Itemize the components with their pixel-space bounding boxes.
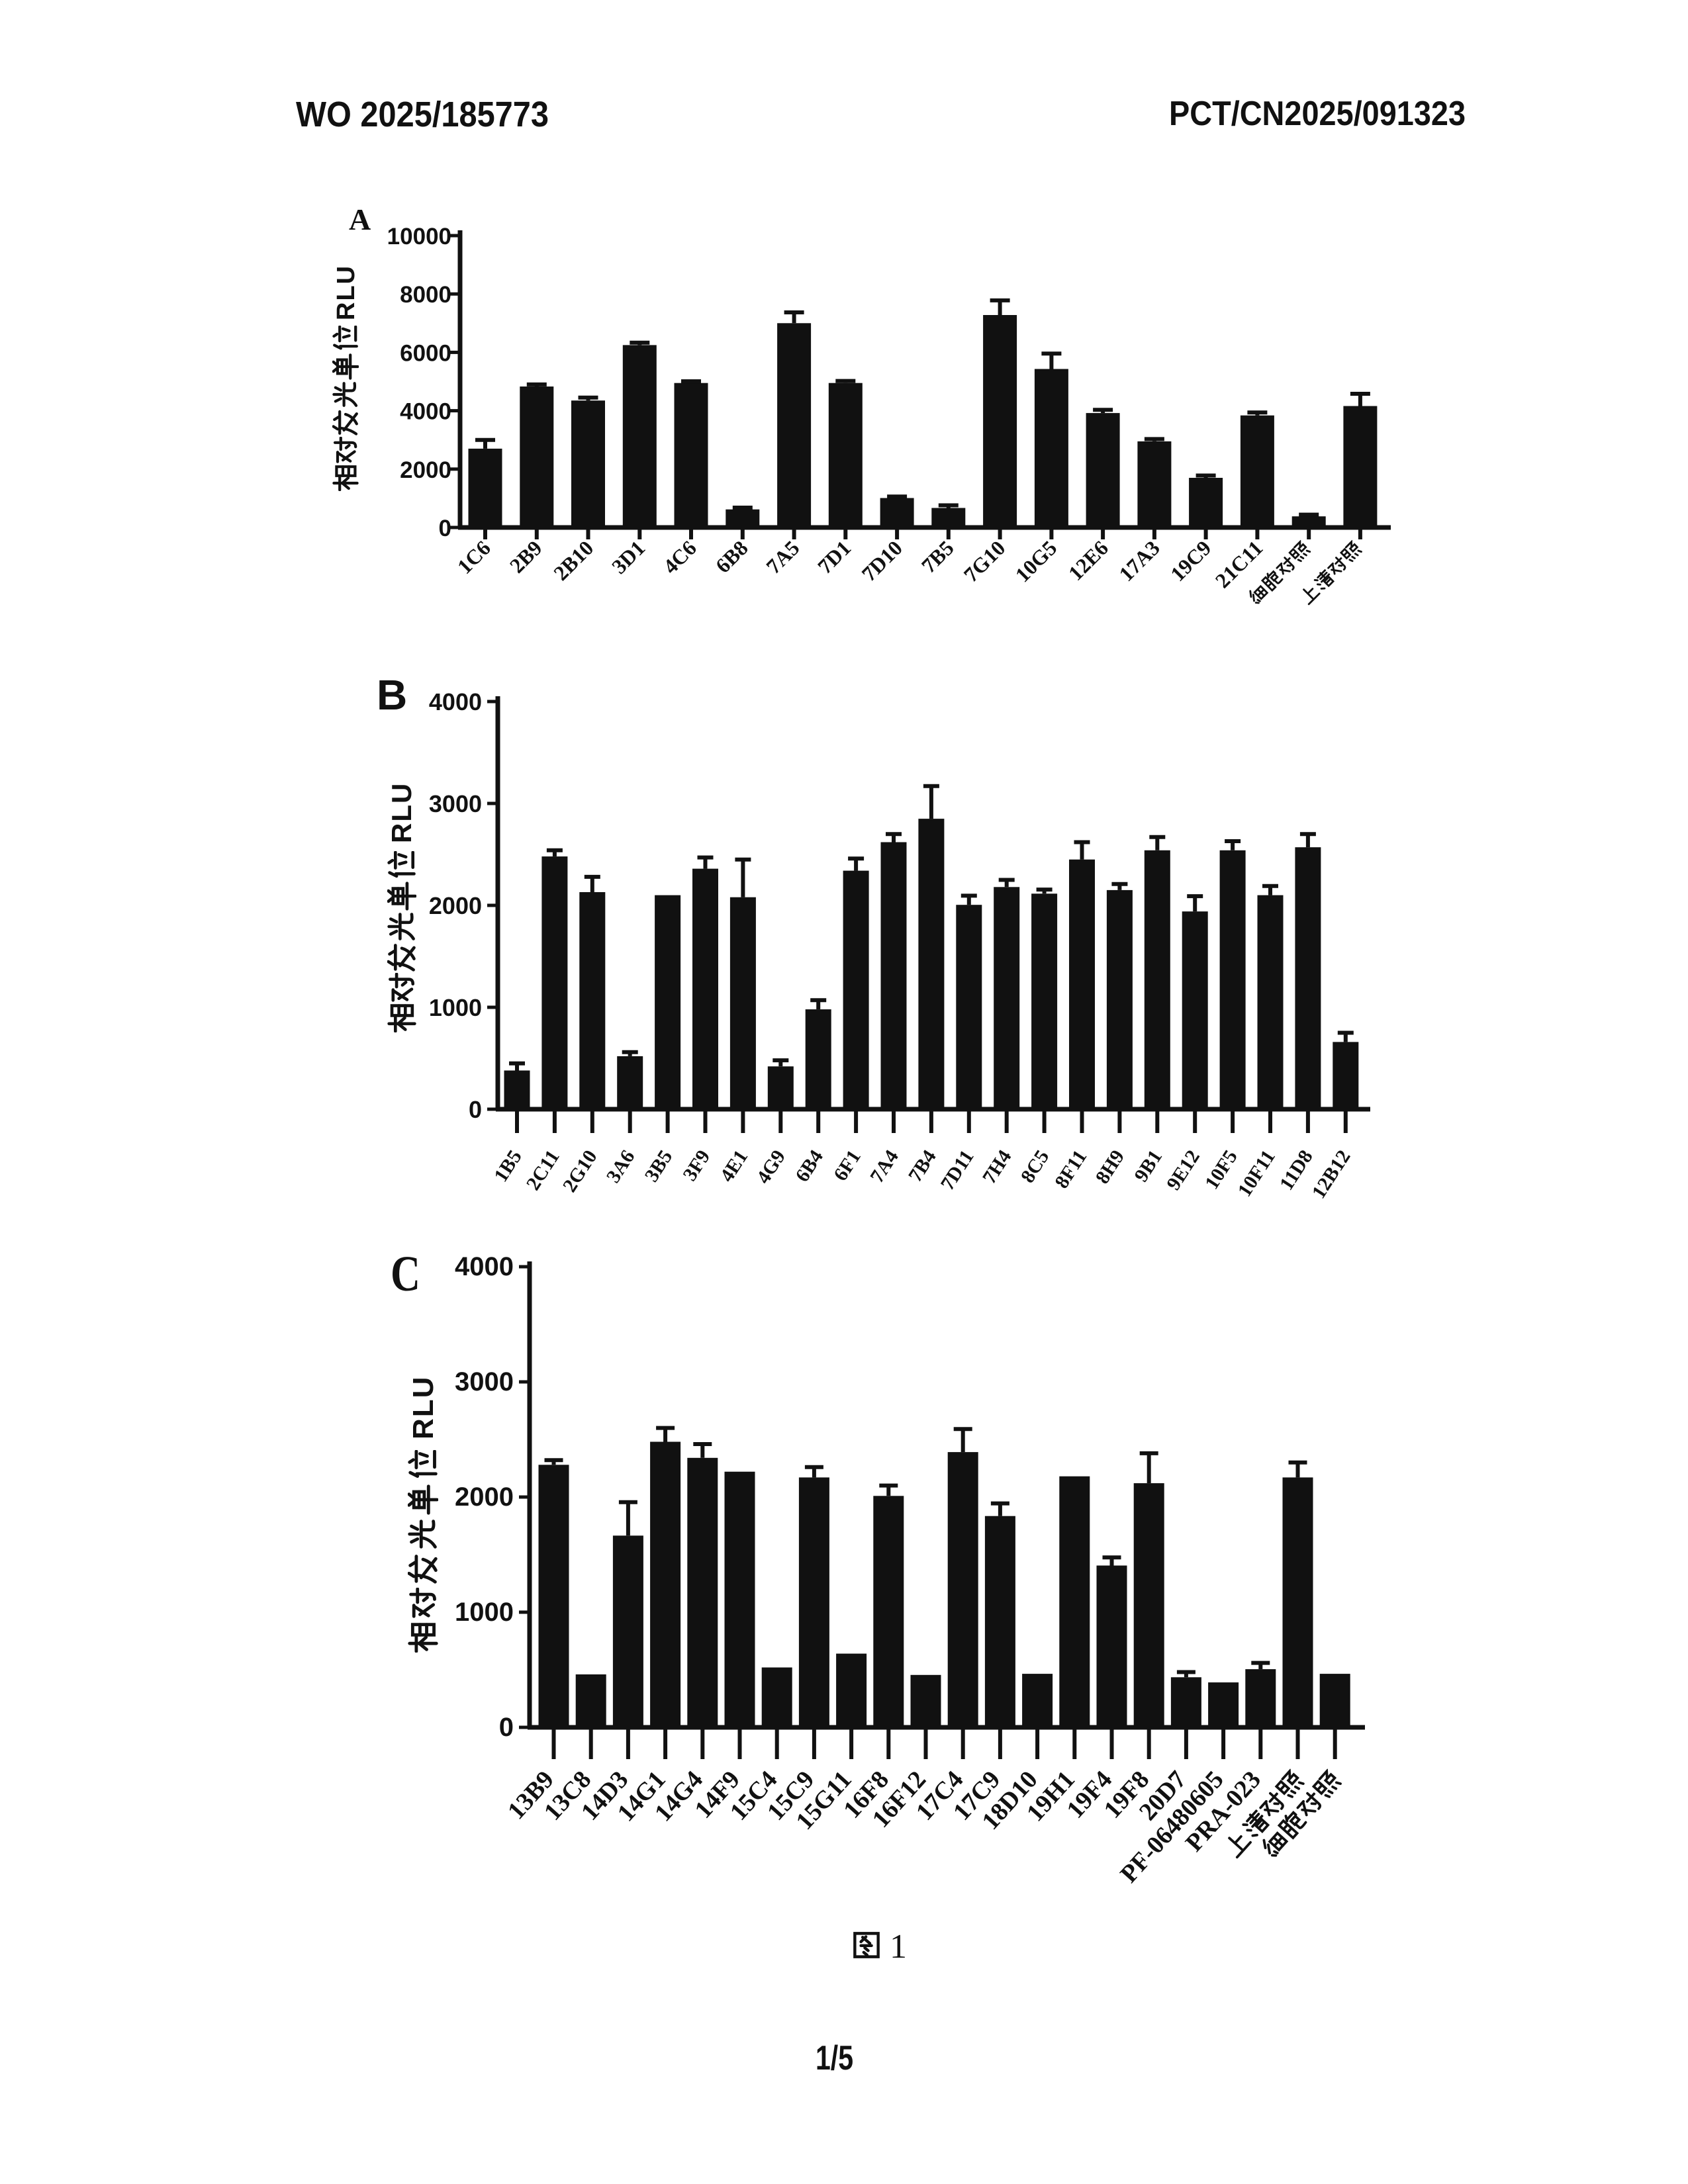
svg-text:1/5: 1/5 <box>816 2039 853 2077</box>
svg-text:2000: 2000 <box>400 457 451 483</box>
svg-text:3000: 3000 <box>429 790 482 817</box>
svg-text:4000: 4000 <box>455 1252 514 1281</box>
svg-text:2000: 2000 <box>455 1482 514 1512</box>
svg-text:2000: 2000 <box>429 892 482 919</box>
svg-text:0: 0 <box>499 1713 514 1742</box>
svg-text:4000: 4000 <box>429 688 482 715</box>
svg-text:C: C <box>391 1246 420 1302</box>
svg-text:4000: 4000 <box>400 399 451 425</box>
svg-text:0: 0 <box>469 1096 482 1123</box>
svg-text:1000: 1000 <box>429 994 482 1021</box>
svg-text:3000: 3000 <box>455 1367 514 1396</box>
svg-text:0: 0 <box>439 516 451 541</box>
svg-text:10000: 10000 <box>387 224 451 250</box>
svg-text:1: 1 <box>890 1928 907 1966</box>
svg-text:B: B <box>377 671 407 719</box>
svg-text:1000: 1000 <box>455 1598 514 1627</box>
svg-text:RLU: RLU <box>332 265 360 320</box>
svg-text:PCT/CN2025/091323: PCT/CN2025/091323 <box>1169 95 1466 133</box>
svg-text:A: A <box>349 203 371 236</box>
svg-text:WO 2025/185773: WO 2025/185773 <box>296 95 549 134</box>
svg-text:6000: 6000 <box>400 340 451 366</box>
svg-text:8000: 8000 <box>400 282 451 308</box>
svg-text:RLU: RLU <box>407 1376 440 1439</box>
svg-text:RLU: RLU <box>386 782 417 843</box>
